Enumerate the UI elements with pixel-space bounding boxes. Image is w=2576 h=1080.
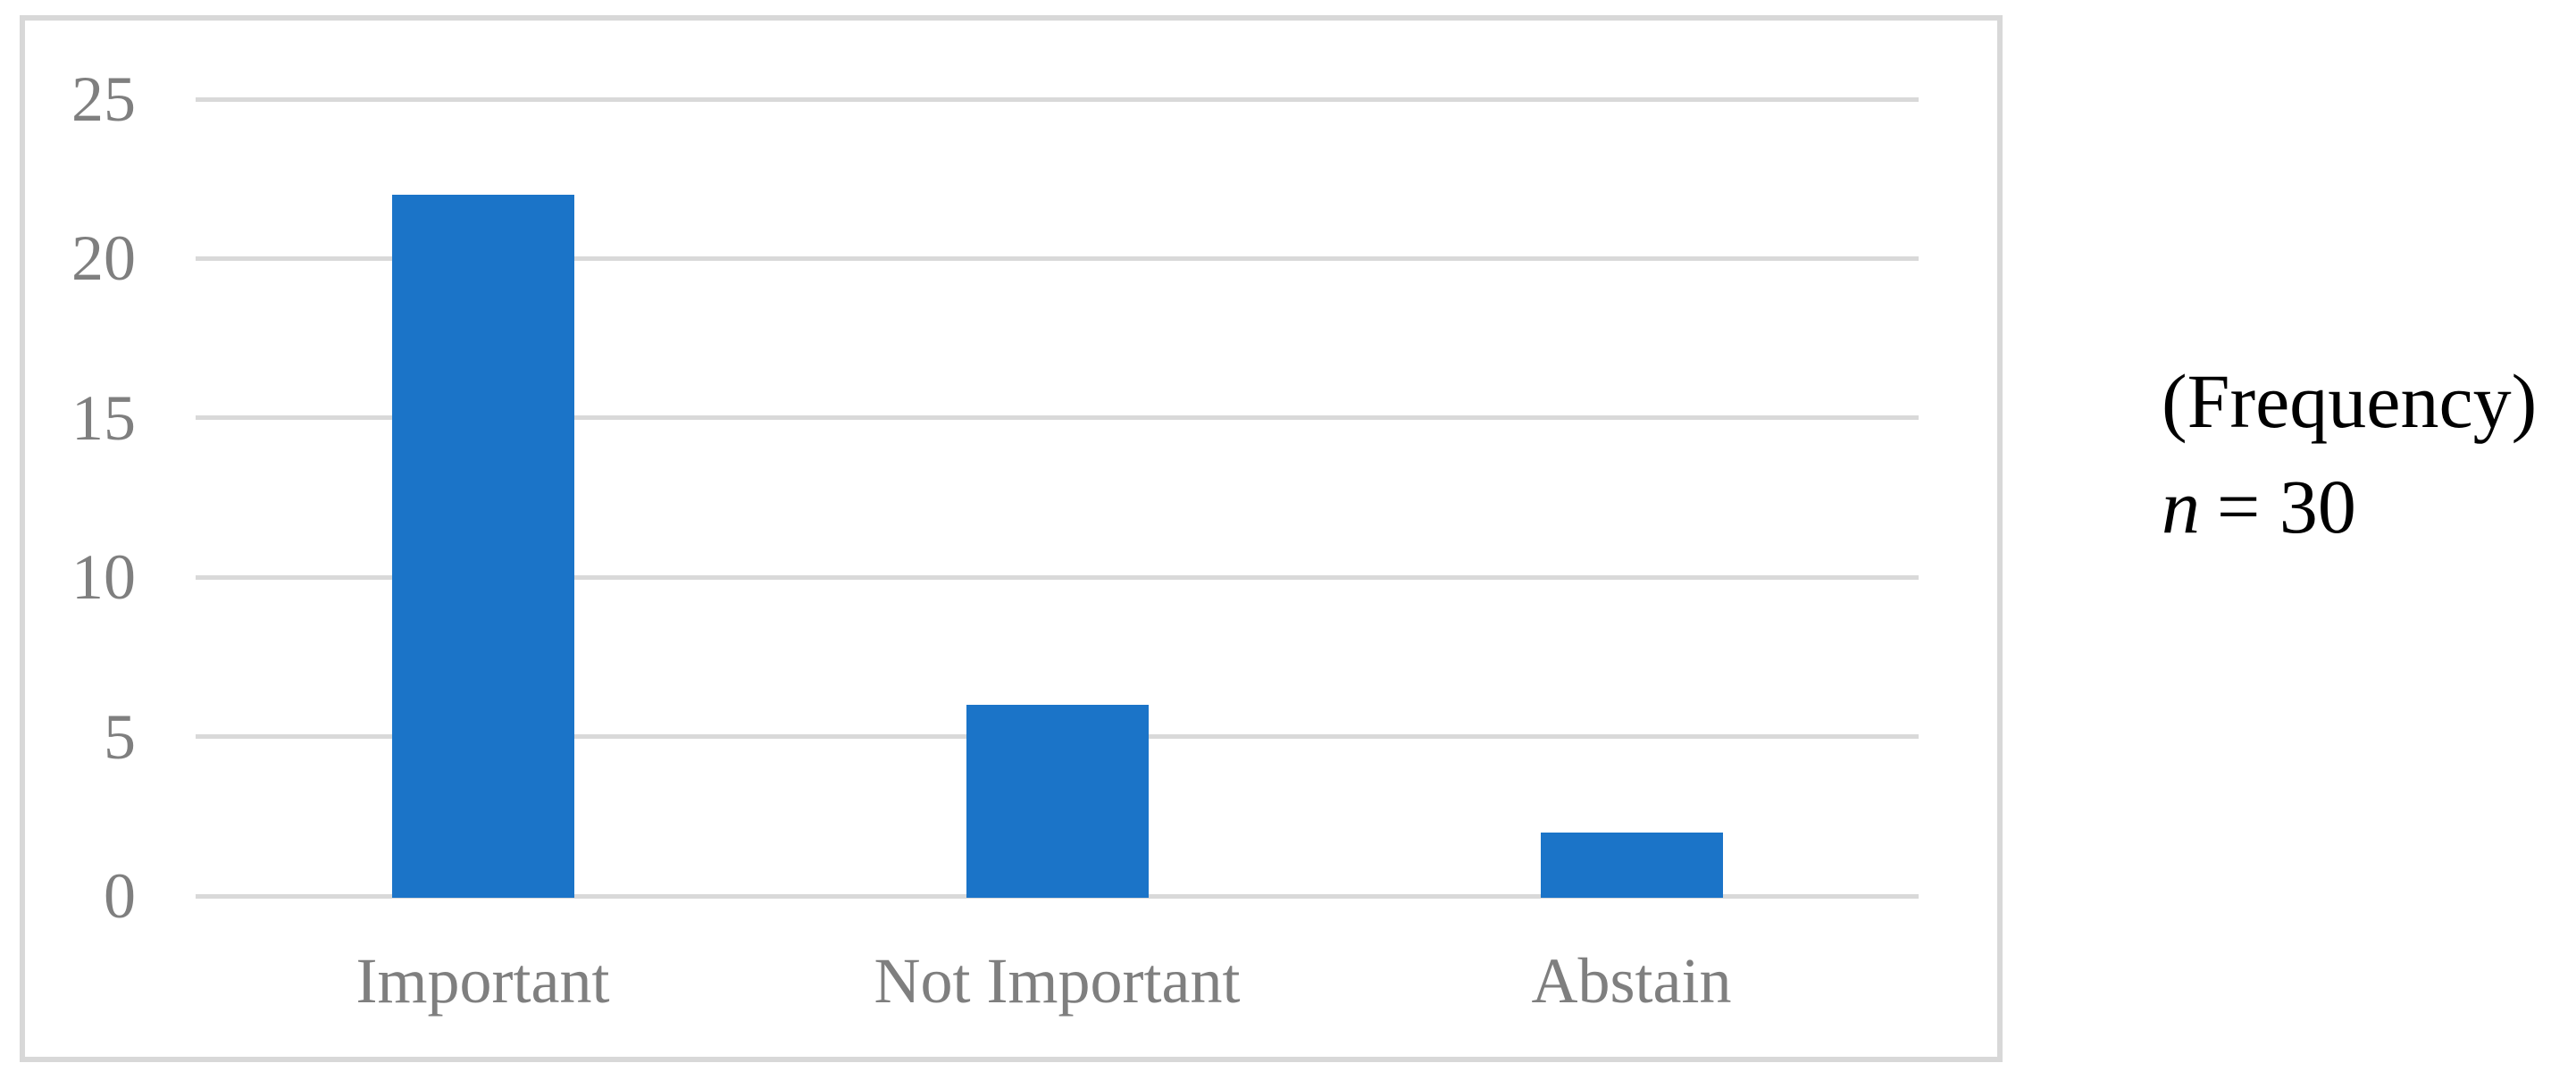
axis-unit-annotation: (Frequency) n = 30	[2162, 348, 2537, 559]
y-tick-label-25: 25	[71, 63, 136, 135]
x-category-label-important: Important	[355, 945, 610, 1017]
gridline-25	[196, 96, 1919, 102]
annotation-frequency: (Frequency)	[2162, 358, 2538, 444]
gridline-10	[196, 574, 1919, 580]
y-tick-label-10: 10	[71, 541, 136, 614]
bar-not-important	[966, 704, 1149, 898]
y-tick-label-5: 5	[104, 700, 136, 773]
gridline-20	[196, 255, 1919, 261]
annotation-n-variable: n	[2162, 464, 2200, 549]
y-tick-label-20: 20	[71, 222, 136, 295]
y-tick-label-0: 0	[104, 860, 136, 932]
x-category-label-abstain: Abstain	[1531, 945, 1732, 1017]
annotation-n-value: = 30	[2216, 464, 2356, 549]
bar-important	[391, 195, 574, 898]
chart-frame	[20, 15, 2003, 1062]
gridline-15	[196, 415, 1919, 421]
annotation-sample-size: n = 30	[2162, 454, 2537, 559]
bar-abstain	[1540, 832, 1723, 898]
y-tick-label-15: 15	[71, 381, 136, 454]
x-category-label-not-important: Not Important	[874, 945, 1241, 1017]
